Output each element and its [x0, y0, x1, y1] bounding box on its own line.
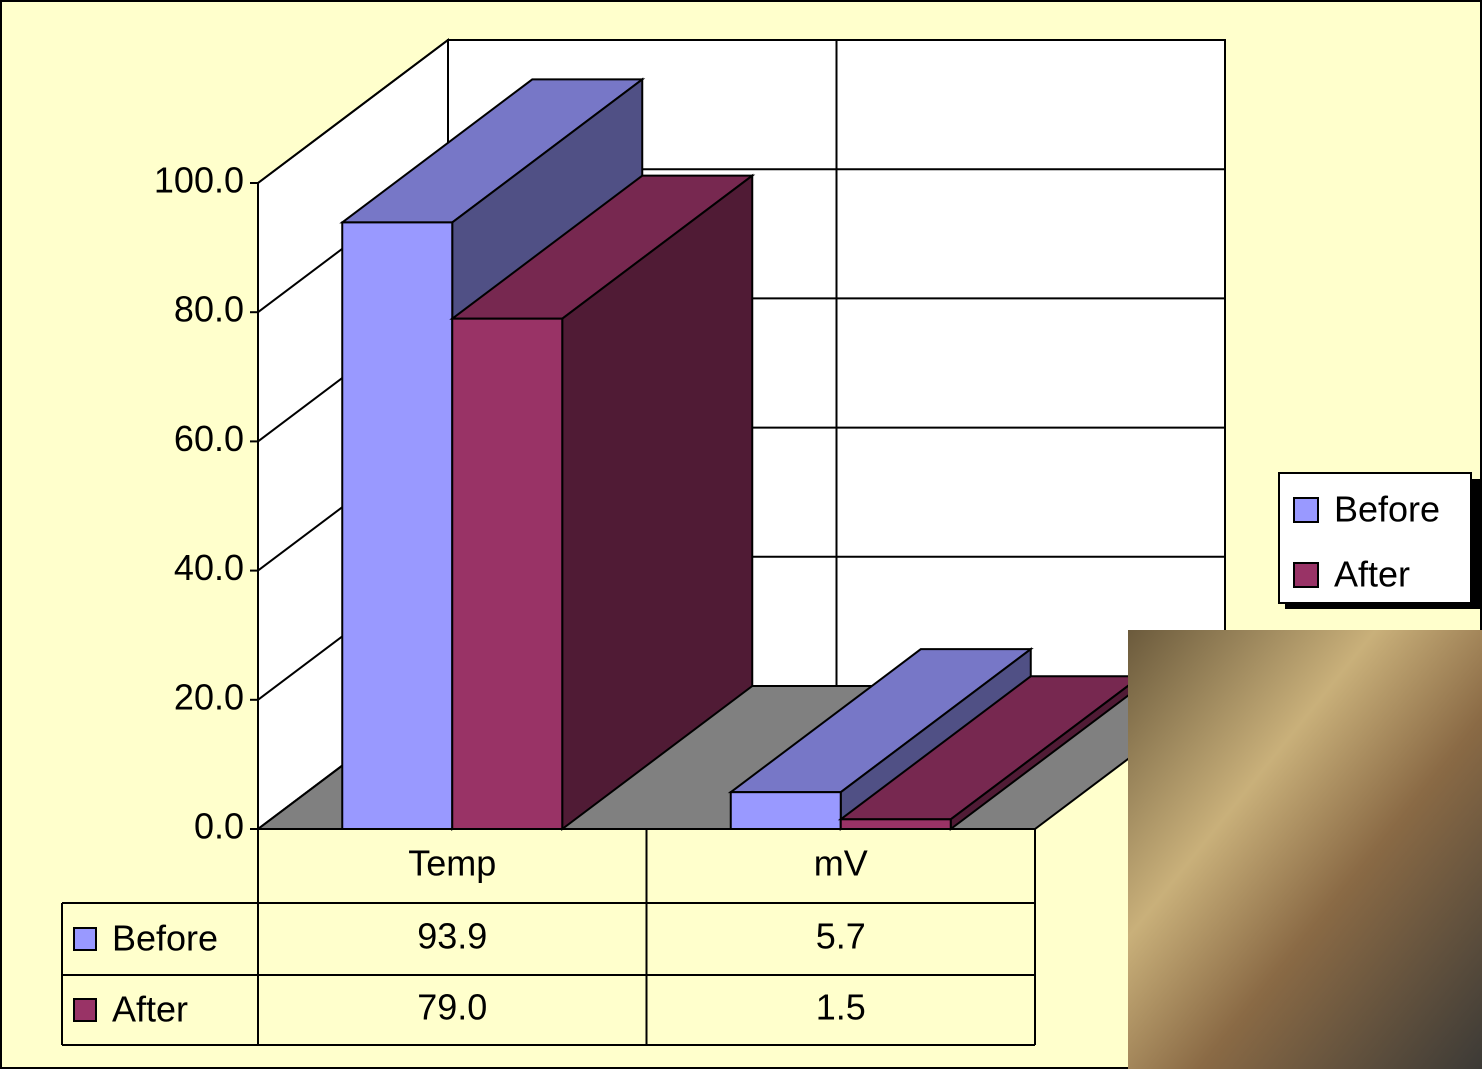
- y-tick-label: 0.0: [194, 806, 244, 847]
- legend-label: Before: [1334, 489, 1440, 530]
- table-value: 1.5: [816, 987, 866, 1028]
- table-series-name: After: [112, 989, 188, 1030]
- table-legend-key: [73, 927, 97, 951]
- y-tick-label: 20.0: [174, 676, 244, 717]
- photo: [1128, 630, 1482, 1069]
- legend-label: After: [1334, 554, 1410, 595]
- legend-key: [1293, 497, 1319, 523]
- table-value: 93.9: [417, 916, 487, 957]
- y-tick-label: 80.0: [174, 289, 244, 330]
- legend-key: [1293, 562, 1319, 588]
- y-tick-label: 40.0: [174, 547, 244, 588]
- table-series-name: Before: [112, 918, 218, 959]
- table-value: 79.0: [417, 987, 487, 1028]
- table-legend-key: [73, 998, 97, 1022]
- table-value: 5.7: [816, 916, 866, 957]
- y-tick-label: 60.0: [174, 418, 244, 459]
- table-header: Temp: [408, 843, 496, 884]
- grid-line: [257, 39, 1225, 184]
- bar: [341, 221, 454, 830]
- bar: [729, 791, 842, 830]
- bar: [839, 818, 952, 830]
- bar: [451, 317, 564, 830]
- table-header: mV: [814, 843, 868, 884]
- y-tick-label: 100.0: [154, 160, 244, 201]
